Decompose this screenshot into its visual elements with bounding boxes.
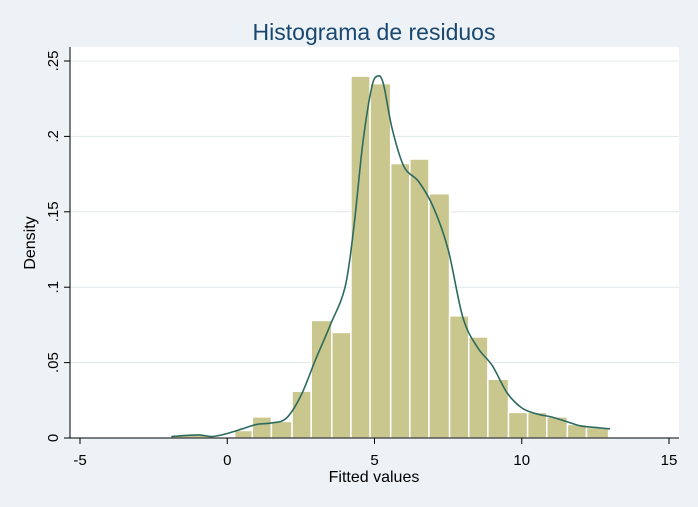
x-axis-ticks: -5 0 5 10 15	[73, 438, 677, 469]
y-axis-label: Density	[22, 216, 39, 269]
histogram-bar-12	[428, 192, 451, 439]
x-tick-label-4: 15	[661, 452, 678, 469]
y-tick-label-5: .25	[45, 51, 62, 72]
x-axis-label: Fitted values	[329, 469, 420, 486]
histogram-bar-15	[487, 378, 510, 439]
chart-title: Histograma de residuos	[253, 19, 496, 45]
histogram-bar-13	[448, 315, 470, 439]
x-tick-label-3: 10	[513, 452, 530, 469]
histogram-bar-8	[350, 75, 371, 439]
histogram-bar-2	[233, 429, 254, 439]
x-tick-label-2: 5	[370, 452, 378, 469]
y-tick-label-0: 0	[45, 434, 62, 442]
histogram-bar-9	[369, 82, 392, 439]
kde-curve	[171, 74, 611, 438]
histogram-bars	[170, 75, 610, 439]
histogram-bar-16	[507, 411, 529, 439]
histogram-bar-18	[546, 416, 569, 439]
y-tick-label-4: .2	[45, 130, 62, 143]
histogram-bar-10	[389, 162, 411, 439]
histogram-bar-4	[270, 420, 293, 439]
y-tick-label-1: .05	[45, 352, 62, 373]
histogram-bar-7	[331, 331, 352, 439]
y-tick-label-2: .1	[45, 281, 62, 294]
histogram-bar-11	[409, 158, 430, 439]
histogram-bar-5	[291, 390, 312, 439]
y-tick-label-3: .15	[45, 201, 62, 222]
x-tick-label-0: -5	[73, 452, 86, 469]
x-tick-label-1: 0	[223, 452, 231, 469]
y-axis-ticks: 0 .05 .1 .15 .2 .25	[45, 51, 70, 442]
histogram-bar-6	[310, 319, 333, 439]
histogram-bar-3	[251, 416, 273, 439]
histogram-bar-14	[467, 336, 489, 439]
